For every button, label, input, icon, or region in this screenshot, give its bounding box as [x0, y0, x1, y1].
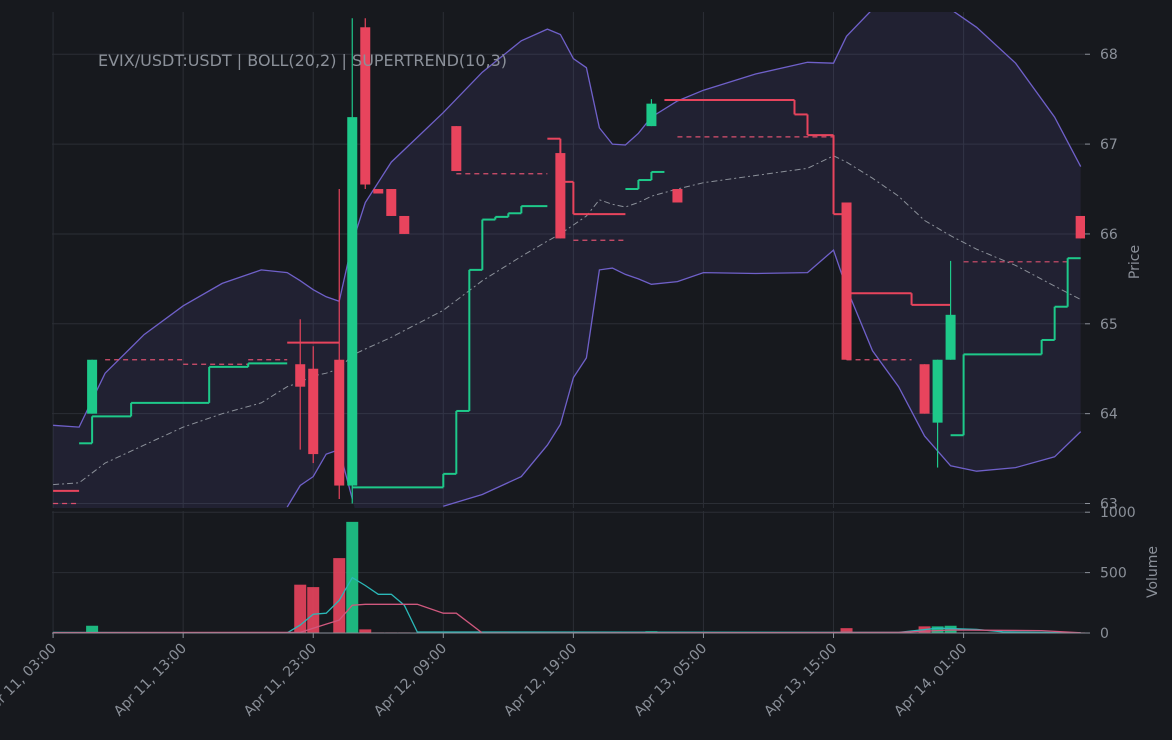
price-panel	[52, 12, 1085, 508]
x-tick-label: Apr 11, 03:00	[0, 641, 60, 720]
chart-title: EVIX/USDT:USDT | BOLL(20,2) | SUPERTREND…	[98, 51, 507, 70]
y-tick-label: 65	[1100, 317, 1118, 333]
candle-body	[334, 359, 345, 486]
candle-body	[555, 153, 566, 239]
candle-body	[919, 364, 930, 414]
y-axis-label: Price	[1127, 245, 1143, 279]
y-tick-label: 67	[1100, 137, 1118, 153]
candle-body	[646, 103, 657, 127]
x-tick-label: Apr 14, 01:00	[891, 641, 970, 720]
volume-bar	[307, 587, 320, 633]
y-tick-label: 68	[1100, 47, 1118, 63]
y-tick-label: 63	[1100, 497, 1118, 513]
band-middle	[53, 155, 1081, 486]
volume-bar	[294, 584, 307, 633]
volume-panel	[52, 511, 1085, 633]
volume-bar	[931, 626, 944, 633]
candle-body	[295, 364, 306, 387]
x-tick-label: Apr 13, 15:00	[761, 641, 840, 720]
candle-body	[308, 368, 319, 455]
candle-body	[672, 189, 683, 203]
candle-body	[373, 189, 384, 194]
volume-bar	[86, 625, 99, 633]
volume-tick-label: 0	[1100, 626, 1109, 642]
x-tick-label: Apr 12, 09:00	[371, 641, 450, 720]
x-tick-label: Apr 13, 05:00	[631, 641, 710, 720]
volume-bar	[840, 628, 853, 633]
candle-body	[399, 215, 410, 234]
volume-plot	[53, 521, 1085, 633]
y-tick-label: 66	[1100, 227, 1118, 243]
x-tick-label: Apr 11, 13:00	[111, 641, 190, 720]
volume-tick-label: 1000	[1100, 505, 1136, 521]
volume-tick-label: 500	[1100, 566, 1127, 582]
volume-bar	[333, 558, 346, 633]
grid	[52, 12, 1085, 634]
candle-body	[841, 202, 852, 360]
price-plot	[53, 12, 1085, 508]
candle-body	[1075, 215, 1085, 239]
candle-body	[451, 126, 462, 172]
candle-body	[360, 27, 371, 185]
candle-body	[932, 359, 943, 423]
candle-body	[386, 189, 397, 216]
band-line	[53, 12, 1082, 428]
candle-body	[945, 314, 956, 360]
volume-bar	[359, 629, 372, 633]
x-tick-label: Apr 12, 19:00	[501, 641, 580, 720]
y-tick-label: 64	[1100, 407, 1118, 423]
volume-ma	[53, 576, 1081, 633]
volume-axis-label: Volume	[1145, 546, 1161, 598]
candle-body	[347, 117, 358, 486]
x-tick-label: Apr 11, 23:00	[241, 641, 320, 720]
candle-body	[87, 359, 98, 414]
volume-ma	[53, 603, 1081, 633]
